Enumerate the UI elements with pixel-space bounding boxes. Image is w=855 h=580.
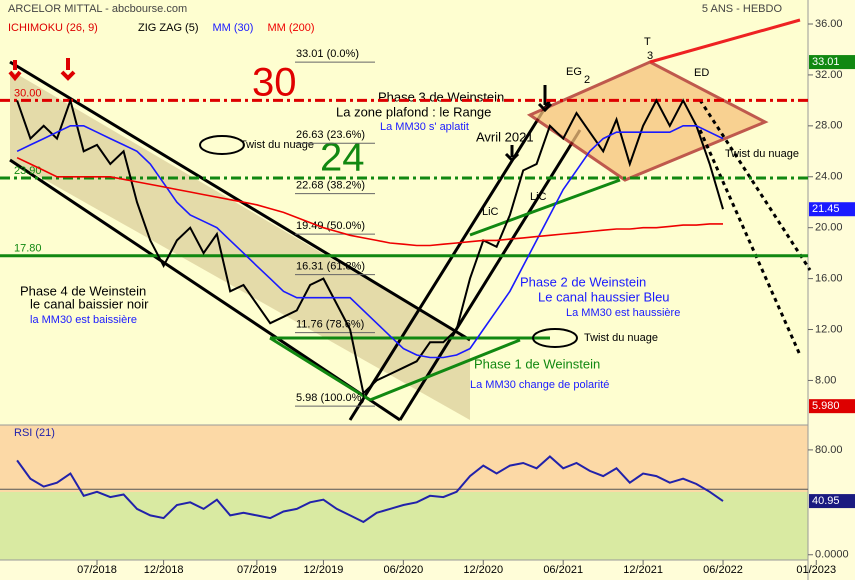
x-tick-label: 12/2020 [463, 564, 503, 576]
annotation: Avril 2021 [476, 129, 534, 144]
chart-subtitle: 5 ANS - HEBDO [702, 3, 783, 15]
annotation: Phase 1 de Weinstein [474, 356, 600, 371]
level-label: 17.80 [14, 243, 42, 255]
y-tick-label: 20.00 [815, 222, 843, 234]
annotation: LiC [482, 206, 499, 218]
annotation: La zone plafond : le Range [336, 104, 491, 119]
annotations: Phase 3 de Weinstein La zone plafond : l… [20, 36, 799, 391]
fib-label: 22.68 (38.2%) [296, 179, 365, 191]
annotation: le canal baissier noir [30, 296, 149, 311]
rsi-tag: 40.95 [812, 495, 840, 507]
trend-line [698, 129, 802, 356]
y-tick-label: 24.00 [815, 171, 843, 183]
series-line [16, 96, 724, 396]
annotation: ED [694, 67, 709, 79]
annotation: Phase 4 de Weinstein [20, 283, 146, 298]
y-tick-label: 12.00 [815, 323, 843, 335]
series-line [16, 156, 723, 247]
annotation: T [644, 36, 651, 48]
level-label: 23.90 [14, 165, 42, 177]
arrow [504, 145, 520, 163]
rsi-lower-zone [0, 492, 808, 560]
support-line [269, 336, 371, 402]
highlight-ellipse [532, 328, 578, 348]
x-tick-label: 12/2019 [304, 564, 344, 576]
arrow [8, 60, 22, 82]
annotation: La MM30 change de polarité [470, 379, 609, 391]
annotation: Twist du nuage [240, 139, 314, 151]
support-line [469, 178, 621, 237]
y-tick-label: 28.00 [815, 120, 843, 132]
low-tag: 5.980 [812, 400, 840, 412]
x-tick-label: 12/2018 [144, 564, 184, 576]
annotation: 2 [584, 74, 590, 86]
x-tick-label: 01/2023 [796, 564, 836, 576]
annotation: Le canal haussier Bleu [538, 289, 670, 304]
high-tag-box [809, 55, 855, 70]
y-tick-label: 8.00 [815, 374, 836, 386]
annotation: Phase 2 de Weinstein [520, 274, 646, 289]
trend-line [649, 18, 801, 64]
annotation: Twist du nuage [584, 332, 658, 344]
level-label: 30.00 [14, 87, 42, 99]
fib-label: 33.01 (0.0%) [296, 48, 359, 60]
legend-entry: MM (200) [267, 22, 314, 34]
fib-label: 16.31 (61.8%) [296, 261, 365, 273]
annotation: Phase 3 de Weinstein [378, 89, 504, 104]
highlight-ellipse [199, 135, 245, 155]
arrow [60, 58, 76, 81]
rsi-upper-zone [0, 425, 808, 492]
last-price-tag-box [809, 202, 855, 217]
chart-title: ARCELOR MITTAL - abcbourse.com [8, 3, 187, 15]
trend-line [698, 99, 812, 271]
series-line [16, 455, 724, 524]
high-tag: 33.01 [812, 56, 840, 68]
annotation: La MM30 s' aplatit [380, 121, 469, 133]
low-tag-box [809, 399, 855, 414]
rsi-title: RSI (21) [14, 427, 55, 439]
x-tick-label: 07/2018 [77, 564, 117, 576]
annotation: 3 [647, 50, 653, 62]
y-tick-label: 80.00 [815, 444, 843, 456]
series-line [16, 125, 724, 359]
y-tick-label: 0.0000 [815, 549, 849, 561]
annotation: EG [566, 66, 582, 78]
legend-entry: ZIG ZAG (5) [138, 22, 199, 34]
fib-label: 5.98 (100.0%) [296, 392, 365, 404]
x-tick-label: 06/2020 [383, 564, 423, 576]
x-tick-label: 07/2019 [237, 564, 277, 576]
support-line [369, 338, 521, 402]
x-tick-label: 06/2022 [703, 564, 743, 576]
rsi-tag-box [809, 494, 855, 509]
annotation: la MM30 est baissière [30, 314, 137, 326]
arrow [537, 85, 553, 113]
annotation: 30 [252, 61, 297, 105]
x-tick-label: 12/2021 [623, 564, 663, 576]
legend-entry: MM (30) [213, 22, 254, 34]
annotation: La MM30 est haussière [566, 307, 680, 319]
annotation: 24 [320, 136, 365, 180]
x-tick-label: 06/2021 [543, 564, 583, 576]
last-price-tag: 21.45 [812, 203, 840, 215]
annotation: LiC [530, 191, 547, 203]
indicator-label: ICHIMOKU (26, 9) [8, 22, 98, 34]
annotation: Twist du nuage [725, 148, 799, 160]
y-tick-label: 16.00 [815, 273, 843, 285]
range-zone [526, 60, 769, 182]
fib-label: 11.76 (78.6%) [296, 318, 364, 330]
y-tick-label: 32.00 [815, 69, 843, 81]
y-tick-label: 36.00 [815, 18, 843, 30]
fib-label: 26.63 (23.6%) [296, 129, 365, 141]
